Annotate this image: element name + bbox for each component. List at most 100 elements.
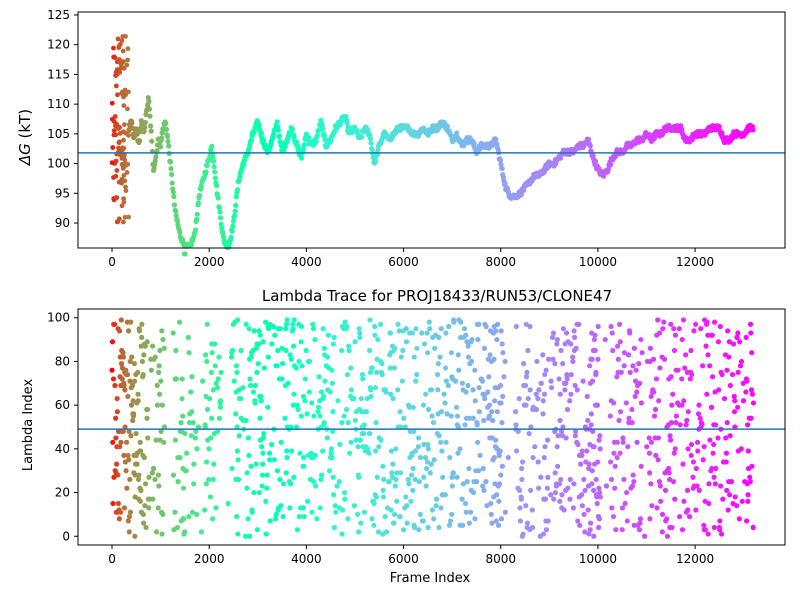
lambda-point — [263, 498, 269, 504]
lambda-point — [715, 435, 721, 441]
lambda-point — [454, 474, 460, 480]
lambda-point — [582, 487, 588, 493]
lambda-point — [152, 476, 158, 483]
lambda-point — [273, 511, 279, 518]
lambda-point — [676, 326, 682, 332]
lambda-point — [444, 411, 450, 417]
lambda-point — [445, 382, 451, 389]
lambda-point — [554, 341, 560, 347]
lambda-point — [144, 415, 150, 421]
lambda-point — [123, 468, 129, 474]
lambda-point — [253, 345, 259, 351]
lambda-point — [313, 483, 319, 489]
delta-g-point — [115, 36, 121, 42]
delta-g-point — [289, 126, 295, 132]
lambda-point — [280, 481, 287, 487]
lambda-point — [346, 347, 352, 354]
lambda-point — [152, 354, 158, 360]
lambda-point — [339, 531, 345, 537]
lambda-point — [119, 376, 125, 382]
lambda-point — [136, 328, 143, 334]
delta-g-point — [166, 143, 172, 149]
lambda-point — [388, 507, 394, 513]
lambda-point — [121, 382, 127, 389]
lambda-point — [689, 371, 695, 378]
lambda-point — [283, 470, 289, 476]
lambda-point — [425, 350, 431, 356]
lambda-point — [310, 321, 316, 327]
lambda-point — [455, 352, 461, 358]
lambda-point — [567, 398, 573, 404]
delta-g-point — [112, 114, 118, 119]
lambda-point — [235, 476, 242, 483]
lambda-point — [712, 422, 719, 428]
delta-g-point — [119, 59, 125, 65]
lambda-point — [426, 319, 432, 325]
lambda-point — [470, 387, 476, 393]
lambda-point — [681, 498, 687, 504]
lambda-point — [430, 420, 437, 426]
lambda-point — [374, 474, 380, 480]
lambda-point — [494, 321, 501, 327]
lambda-point — [555, 433, 561, 439]
lambda-point — [526, 430, 532, 437]
lambda-point — [464, 339, 470, 345]
lambda-point — [318, 389, 325, 395]
lambda-point — [254, 369, 260, 375]
lambda-point — [388, 448, 395, 454]
lambda-point — [394, 498, 400, 504]
lambda-point — [436, 334, 442, 341]
lambda-point — [484, 503, 490, 509]
lambda-point — [312, 452, 318, 459]
lambda-point — [661, 356, 668, 362]
lambda-point — [206, 446, 212, 452]
lambda-point — [403, 326, 409, 332]
lambda-point — [551, 496, 557, 502]
lambda-point — [380, 487, 386, 493]
lambda-point — [736, 339, 743, 345]
delta-g-point — [521, 187, 527, 193]
lambda-point — [191, 481, 197, 487]
delta-g-point — [121, 122, 127, 128]
lambda-point — [243, 321, 249, 327]
lambda-point — [579, 452, 585, 459]
lambda-point — [202, 424, 208, 430]
delta-g-point — [217, 209, 223, 215]
lambda-point — [611, 450, 617, 456]
lambda-point — [579, 503, 585, 509]
lambda-point — [461, 326, 468, 332]
lambda-point — [738, 446, 744, 452]
lambda-point — [469, 336, 475, 343]
lambda-point — [571, 481, 577, 487]
lambda-point — [614, 439, 620, 445]
lambda-point — [648, 393, 654, 400]
lambda-point — [331, 334, 337, 341]
lambda-point — [300, 393, 307, 400]
lambda-point — [424, 459, 430, 465]
lambda-point — [344, 323, 350, 330]
lambda-point — [517, 487, 523, 493]
lambda-point — [629, 483, 636, 489]
lambda-point — [321, 420, 327, 426]
lambda-point — [750, 524, 756, 531]
lambda-point — [336, 479, 342, 485]
delta-g-point — [188, 242, 195, 248]
lambda-point — [209, 516, 216, 522]
lambda-point — [257, 332, 263, 338]
lambda-point — [204, 321, 210, 327]
lambda-point — [397, 470, 404, 476]
lambda-point — [619, 505, 626, 511]
lambda-point — [627, 330, 633, 336]
delta-g-point — [679, 127, 685, 133]
lambda-point — [694, 439, 701, 445]
lambda-point — [607, 413, 613, 419]
lambda-point — [460, 481, 466, 487]
lambda-point — [730, 341, 737, 347]
lambda-point — [671, 347, 678, 354]
lambda-point — [697, 415, 703, 421]
lambda-point — [516, 395, 522, 402]
lambda-point — [700, 457, 706, 463]
lambda-point — [158, 428, 164, 434]
lambda-point — [416, 527, 422, 533]
lambda-point — [118, 317, 124, 323]
